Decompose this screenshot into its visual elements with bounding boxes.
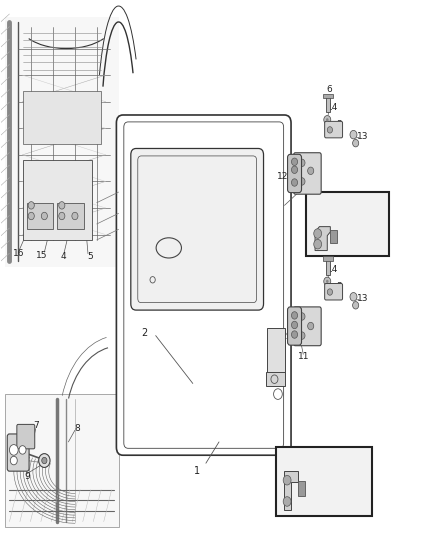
Polygon shape: [315, 227, 330, 251]
Text: 15: 15: [36, 252, 48, 260]
FancyBboxPatch shape: [288, 307, 301, 345]
Bar: [5, 17, 119, 266]
Circle shape: [299, 313, 305, 320]
Text: 10: 10: [308, 195, 320, 204]
Text: 4: 4: [60, 253, 66, 261]
Bar: [306, 192, 389, 256]
Circle shape: [307, 322, 314, 330]
Bar: [57, 203, 84, 229]
FancyBboxPatch shape: [288, 155, 301, 192]
Circle shape: [327, 127, 332, 133]
Bar: [325, 96, 330, 112]
Circle shape: [314, 239, 321, 249]
Bar: [276, 447, 372, 516]
Circle shape: [283, 475, 291, 485]
Text: 13: 13: [357, 294, 369, 303]
Circle shape: [353, 302, 359, 309]
Circle shape: [291, 312, 297, 319]
Text: 6: 6: [326, 85, 332, 94]
Circle shape: [41, 212, 47, 220]
Text: 2: 2: [141, 328, 148, 338]
Text: 14: 14: [327, 265, 338, 273]
Bar: [266, 372, 286, 386]
Bar: [22, 160, 92, 240]
Circle shape: [324, 116, 331, 124]
Circle shape: [324, 277, 331, 286]
Text: 14: 14: [327, 102, 338, 111]
Text: 6: 6: [326, 248, 332, 257]
FancyBboxPatch shape: [131, 149, 264, 310]
FancyBboxPatch shape: [293, 307, 321, 346]
Text: 12: 12: [277, 332, 288, 341]
Circle shape: [19, 446, 26, 454]
Text: 3: 3: [336, 119, 342, 128]
Circle shape: [291, 331, 297, 338]
Circle shape: [291, 166, 297, 173]
Text: 17: 17: [348, 221, 359, 230]
Bar: [22, 91, 101, 144]
FancyBboxPatch shape: [293, 153, 321, 194]
FancyBboxPatch shape: [17, 424, 35, 449]
Text: 5: 5: [87, 253, 93, 261]
Text: 8: 8: [74, 424, 80, 433]
Bar: [297, 481, 305, 496]
Circle shape: [353, 140, 359, 147]
Circle shape: [72, 212, 78, 220]
Circle shape: [299, 332, 305, 340]
Circle shape: [59, 212, 65, 220]
Bar: [5, 394, 119, 527]
Circle shape: [314, 229, 321, 238]
Bar: [323, 94, 332, 98]
Text: 3: 3: [336, 282, 342, 291]
Circle shape: [283, 497, 291, 506]
Circle shape: [291, 158, 297, 165]
Circle shape: [11, 456, 17, 465]
FancyBboxPatch shape: [325, 122, 343, 138]
Circle shape: [291, 321, 297, 329]
Circle shape: [10, 445, 18, 455]
Text: 12: 12: [277, 172, 288, 181]
Circle shape: [39, 454, 50, 467]
Circle shape: [42, 457, 47, 464]
Text: 11: 11: [297, 352, 309, 361]
Circle shape: [299, 177, 305, 185]
Circle shape: [350, 293, 357, 301]
Text: 9: 9: [24, 472, 30, 481]
FancyBboxPatch shape: [7, 434, 29, 471]
Bar: [267, 328, 286, 373]
Text: 17: 17: [328, 480, 339, 489]
Circle shape: [350, 131, 357, 139]
Circle shape: [28, 201, 34, 209]
Circle shape: [327, 289, 332, 295]
Circle shape: [326, 118, 328, 122]
Circle shape: [28, 212, 34, 220]
Circle shape: [307, 167, 314, 174]
FancyBboxPatch shape: [117, 115, 291, 455]
Text: 16: 16: [13, 249, 25, 258]
Circle shape: [291, 179, 297, 186]
Polygon shape: [285, 471, 297, 510]
FancyBboxPatch shape: [325, 284, 343, 300]
Text: 7: 7: [33, 422, 39, 431]
Circle shape: [299, 159, 305, 166]
Bar: [325, 259, 330, 275]
Bar: [323, 256, 332, 261]
Bar: [27, 203, 53, 229]
Text: 1: 1: [194, 466, 200, 476]
Circle shape: [326, 280, 328, 283]
Bar: [330, 230, 337, 243]
Text: 13: 13: [357, 132, 369, 141]
Circle shape: [59, 201, 65, 209]
